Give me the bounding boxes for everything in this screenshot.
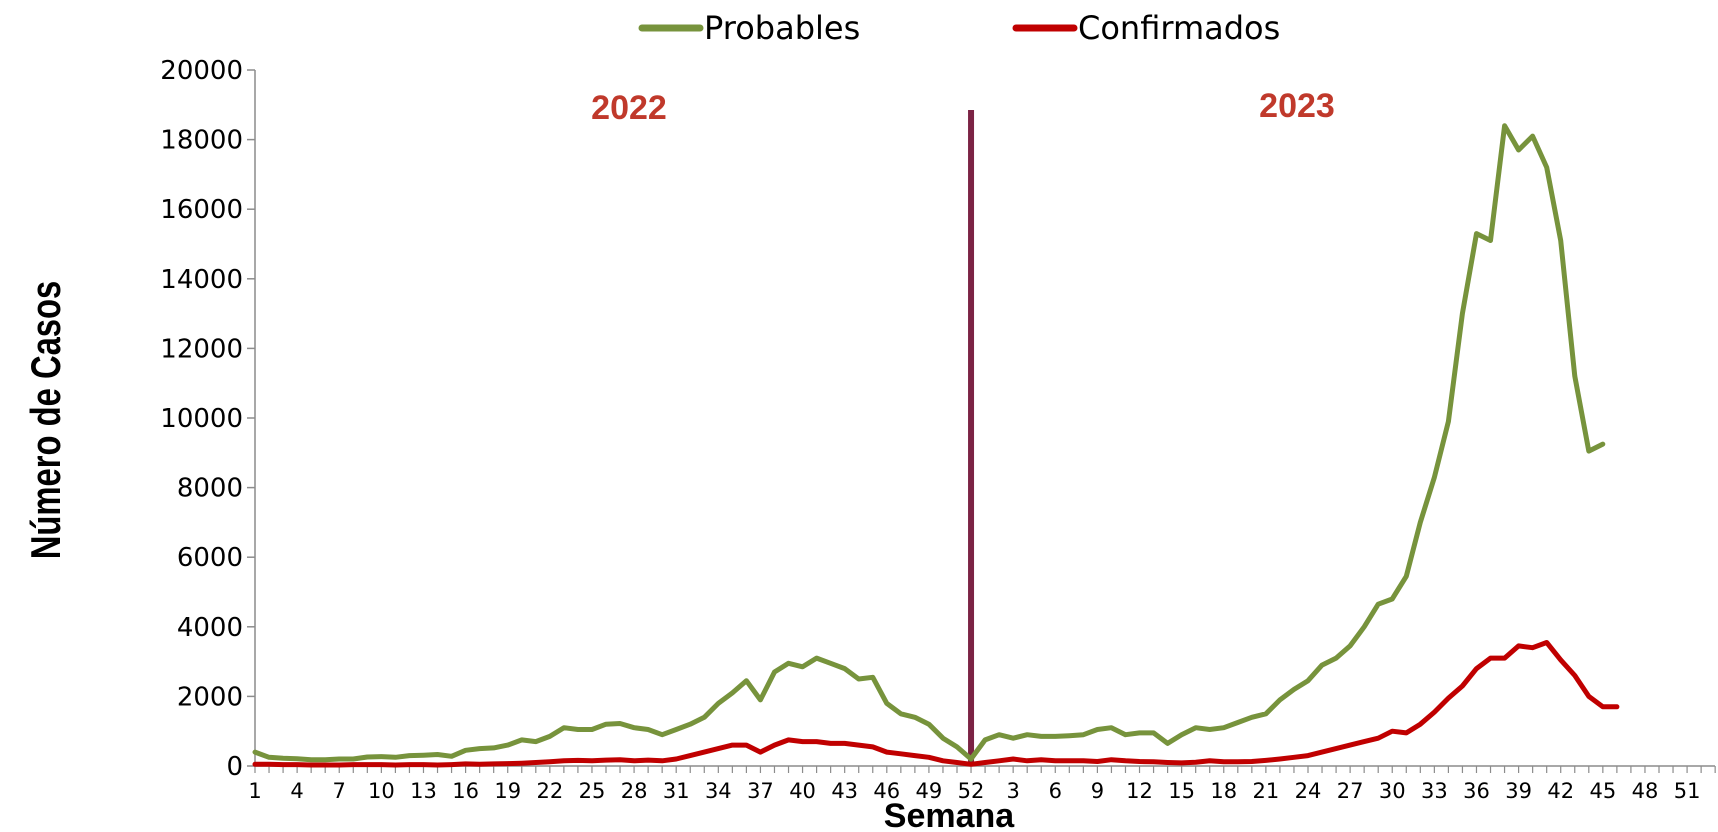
y-tick-label: 4000 xyxy=(177,613,243,643)
x-tick-label: 19 xyxy=(494,779,521,803)
x-tick-label: 13 xyxy=(410,779,437,803)
series-line-confirmados xyxy=(252,640,1620,768)
x-tick-label: 10 xyxy=(368,779,395,803)
x-tick-label: 9 xyxy=(1091,779,1104,803)
x-tick-label: 51 xyxy=(1674,779,1701,803)
x-tick-label: 6 xyxy=(1049,779,1062,803)
x-tick-label: 16 xyxy=(452,779,479,803)
y-tick-label: 6000 xyxy=(177,543,243,573)
y-tick-label: 18000 xyxy=(160,126,243,156)
x-tick-label: 34 xyxy=(705,779,732,803)
legend-label-probables: Probables xyxy=(704,9,860,47)
x-tick-label: 39 xyxy=(1505,779,1532,803)
x-tick-label: 3 xyxy=(1006,779,1019,803)
y-axis: 0 2000 4000 6000 8000 10000 12000 14000 16000 180… xyxy=(160,56,256,782)
y-tick-label: 20000 xyxy=(160,56,243,86)
x-tick-label: 48 xyxy=(1632,779,1659,803)
x-tick-label: 12 xyxy=(1126,779,1153,803)
x-tick-label: 30 xyxy=(1379,779,1406,803)
y-tick-label: 2000 xyxy=(177,682,243,712)
legend: Probables Confirmados xyxy=(638,9,1280,47)
period-label-2023: 2023 xyxy=(1259,87,1335,125)
x-tick-label: 24 xyxy=(1295,779,1322,803)
x-tick-label: 18 xyxy=(1210,779,1237,803)
x-tick-label: 40 xyxy=(789,779,816,803)
y-tick-label: 14000 xyxy=(160,265,243,295)
x-tick-label: 43 xyxy=(831,779,858,803)
series-lines xyxy=(252,123,1620,768)
x-tick-label: 31 xyxy=(663,779,690,803)
y-tick-label: 8000 xyxy=(177,474,243,504)
x-tick-label: 46 xyxy=(873,779,900,803)
x-tick-label: 27 xyxy=(1337,779,1364,803)
period-label-2022: 2022 xyxy=(591,89,667,127)
x-axis: 1 4 7 10 13 16 19 22 25 28 31 34 37 40 43 46 49 52 3 6 9 12 15… xyxy=(248,765,1716,803)
x-tick-label: 28 xyxy=(621,779,648,803)
x-tick-label: 1 xyxy=(248,779,261,803)
series-line-probables xyxy=(252,123,1606,763)
x-tick-label: 7 xyxy=(333,779,346,803)
y-ticks: 0 2000 4000 6000 8000 10000 12000 14000 16000 180… xyxy=(160,56,255,782)
y-tick-label: 0 xyxy=(226,752,243,782)
x-tick-label: 25 xyxy=(579,779,606,803)
x-tick-label: 45 xyxy=(1589,779,1616,803)
x-tick-label: 49 xyxy=(916,779,943,803)
x-tick-label: 42 xyxy=(1547,779,1574,803)
y-tick-label: 12000 xyxy=(160,334,243,364)
x-tick-label: 33 xyxy=(1421,779,1448,803)
x-ticks: 1 4 7 10 13 16 19 22 25 28 31 34 37 40 43 46 49 52 3 6 9 12 15… xyxy=(248,766,1716,803)
x-tick-label: 36 xyxy=(1463,779,1490,803)
x-tick-label: 52 xyxy=(958,779,985,803)
x-tick-label: 15 xyxy=(1168,779,1195,803)
x-tick-label: 22 xyxy=(536,779,563,803)
legend-label-confirmados: Confirmados xyxy=(1078,9,1280,47)
y-tick-label: 16000 xyxy=(160,195,243,225)
y-axis-title: Número de Casos xyxy=(22,281,69,559)
x-tick-label: 4 xyxy=(290,779,303,803)
x-axis-title: Semana xyxy=(884,797,1015,832)
y-tick-label: 10000 xyxy=(160,404,243,434)
x-tick-label: 21 xyxy=(1253,779,1280,803)
x-tick-label: 37 xyxy=(747,779,774,803)
